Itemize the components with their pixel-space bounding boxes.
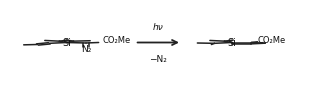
Text: CO₂Me: CO₂Me — [258, 36, 286, 45]
Text: Si: Si — [62, 37, 71, 48]
Text: N₂: N₂ — [81, 45, 91, 54]
Text: Si: Si — [227, 37, 236, 48]
Text: CO₂Me: CO₂Me — [102, 36, 130, 45]
Text: hν: hν — [152, 23, 163, 32]
Text: −N₂: −N₂ — [149, 55, 167, 64]
